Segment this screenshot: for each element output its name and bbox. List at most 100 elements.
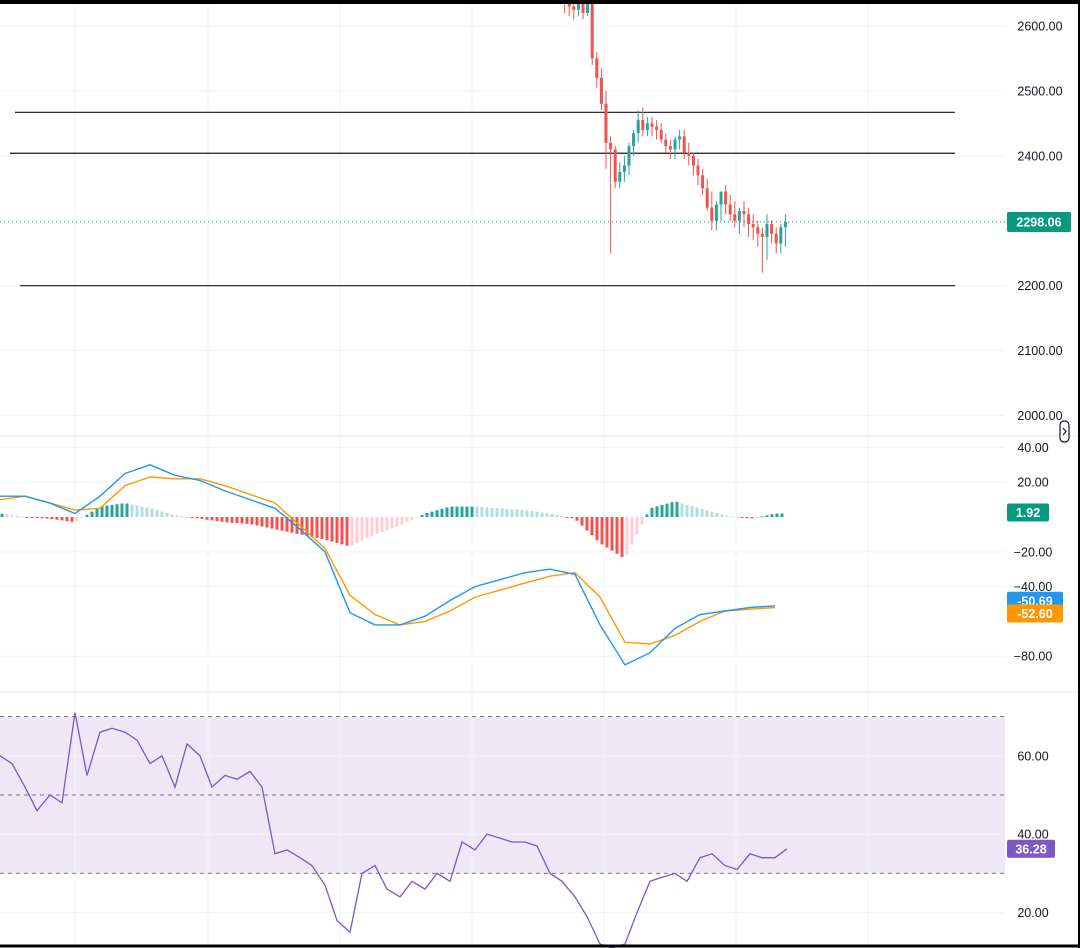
price-tick-label: 2500.00 <box>1017 84 1062 98</box>
candle-body <box>604 103 608 143</box>
histogram-bar <box>295 517 299 534</box>
last-price-badge: 2298.06 <box>1007 212 1071 233</box>
histogram-bar <box>750 517 754 519</box>
histogram-bar <box>230 517 234 523</box>
macd-tick-label: −40.00 <box>1014 580 1053 594</box>
histogram-bar <box>755 517 759 519</box>
histogram-bar <box>485 507 489 518</box>
candle-body <box>586 0 590 13</box>
histogram-bar <box>15 515 19 518</box>
candle-body <box>678 136 682 140</box>
candle-body <box>710 207 714 221</box>
candle-body <box>668 146 672 150</box>
histogram-bar <box>395 517 399 527</box>
histogram-bar <box>280 517 284 531</box>
histogram-bar <box>615 517 619 554</box>
candle-body <box>765 223 769 237</box>
histogram-bar <box>250 517 254 525</box>
histogram-bar <box>420 515 424 518</box>
candle-body <box>687 152 691 156</box>
candle-body <box>576 0 580 10</box>
histogram-bar <box>75 517 79 521</box>
candle-body <box>590 0 594 59</box>
candle-body <box>760 233 764 237</box>
histogram-bar <box>550 513 554 518</box>
histogram-bar <box>545 513 549 518</box>
histogram-bar <box>415 517 419 519</box>
candle-body <box>618 172 622 182</box>
histogram-bar <box>150 508 154 518</box>
candle-body <box>774 233 778 244</box>
histogram-bar <box>245 517 249 524</box>
histogram-bar <box>240 517 244 524</box>
histogram-bar <box>590 517 594 536</box>
histogram-bar <box>490 507 494 518</box>
histogram-bar <box>610 517 614 551</box>
histogram-bar <box>265 517 269 528</box>
histogram-bar <box>520 509 524 518</box>
histogram-bar <box>410 517 414 520</box>
histogram-bar <box>305 517 309 536</box>
histogram-bar <box>695 507 699 518</box>
histogram-bar <box>535 511 539 518</box>
candle-body <box>673 139 677 150</box>
histogram-bar <box>580 517 584 526</box>
candle-body <box>655 126 659 130</box>
histogram-bar <box>765 515 769 518</box>
histogram-bar <box>425 512 429 518</box>
histogram-bar <box>635 517 639 535</box>
histogram-bar <box>710 511 714 518</box>
histogram-bar <box>455 506 459 518</box>
histogram-bar <box>735 516 739 518</box>
rsi-line <box>0 712 788 948</box>
macd-axis[interactable]: 40.00 20.00 −20.00 −40.00 −80.00 <box>1014 441 1053 664</box>
histogram-bar <box>315 517 319 538</box>
pane-collapse-handle[interactable] <box>1059 420 1070 443</box>
macd-histogram <box>0 501 784 557</box>
histogram-bar <box>675 501 679 518</box>
histogram-bar <box>10 515 14 518</box>
histogram-bar <box>775 513 779 518</box>
histogram-bar <box>620 517 624 557</box>
histogram-bar <box>650 507 654 518</box>
histogram-bar <box>705 510 709 518</box>
price-panel[interactable]: 2600.002500.002400.002300.002200.002100.… <box>0 0 1071 435</box>
histogram-bar <box>180 516 184 518</box>
candle-body <box>622 165 626 173</box>
candle-body <box>719 191 723 205</box>
histogram-bar <box>190 517 194 519</box>
rsi-panel[interactable]: 60.00 40.00 20.00 36.28 <box>0 693 1055 948</box>
histogram-bar <box>300 517 304 535</box>
macd-tick-label: 40.00 <box>1017 441 1048 455</box>
rsi-tick-label: 20.00 <box>1017 906 1048 920</box>
histogram-bar <box>90 511 94 518</box>
histogram-bar <box>440 508 444 518</box>
candle-body <box>627 146 631 166</box>
histogram-bar <box>370 517 374 536</box>
histogram-bar <box>320 517 324 540</box>
candle-body <box>737 211 741 221</box>
rsi-axis[interactable]: 60.00 40.00 20.00 <box>1017 749 1048 920</box>
histogram-bar <box>400 517 404 525</box>
histogram-bar <box>450 506 454 518</box>
histogram-bar <box>525 510 529 518</box>
histogram-bar <box>380 517 384 532</box>
histogram-bar <box>25 517 29 519</box>
histogram-bar <box>495 508 499 518</box>
histogram-bar <box>575 517 579 521</box>
histogram-bar <box>110 504 114 518</box>
horizontal-level-lines[interactable] <box>10 111 955 287</box>
histogram-bar <box>600 517 604 545</box>
histogram-bar <box>285 517 289 532</box>
histogram-bar <box>560 516 564 518</box>
histogram-bar <box>375 517 379 534</box>
histogram-bar <box>215 517 219 522</box>
candle-body <box>641 120 645 130</box>
histogram-bar <box>585 517 589 531</box>
histogram-bar <box>640 517 644 525</box>
histogram-bar <box>565 517 569 519</box>
candle-body <box>632 133 636 147</box>
histogram-bar <box>275 517 279 530</box>
